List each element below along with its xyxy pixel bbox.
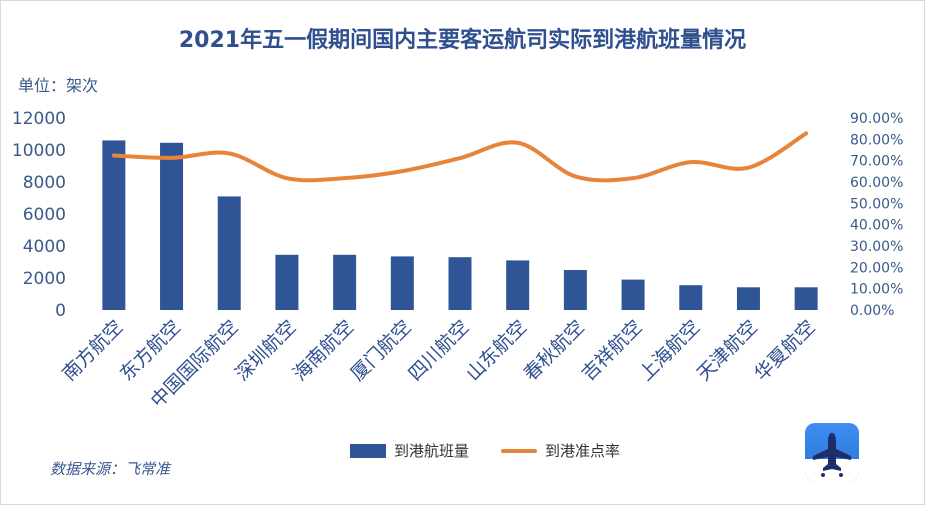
legend-line-label: 到港准点率 bbox=[545, 442, 621, 460]
x-tick-label: 厦门航空 bbox=[347, 316, 416, 385]
bar bbox=[794, 287, 818, 310]
right-tick-label: 10.00% bbox=[850, 282, 903, 298]
unit-label: 单位：架次 bbox=[18, 76, 99, 95]
line-series bbox=[111, 131, 809, 183]
right-tick-label: 30.00% bbox=[850, 239, 903, 255]
legend-item-bar: 到港航班量 bbox=[350, 440, 469, 461]
left-axis: 0 2000 4000 6000 8000 10000 12000 bbox=[12, 109, 66, 321]
left-tick-label: 8000 bbox=[23, 173, 66, 193]
right-tick-label: 60.00% bbox=[850, 175, 903, 191]
right-tick-label: 0.00% bbox=[850, 303, 894, 319]
chart-title: 2021年五一假期间国内主要客运航司实际到港航班量情况 bbox=[178, 28, 747, 53]
bar bbox=[506, 260, 530, 310]
bar bbox=[333, 254, 357, 310]
right-tick-label: 70.00% bbox=[850, 154, 903, 170]
right-tick-label: 90.00% bbox=[850, 111, 903, 127]
x-tick-label: 华夏航空 bbox=[750, 316, 819, 385]
left-tick-label: 12000 bbox=[12, 109, 66, 129]
bar bbox=[679, 285, 703, 310]
line-path bbox=[111, 131, 809, 183]
left-tick-label: 2000 bbox=[23, 269, 66, 289]
x-axis-labels: 南方航空东方航空中国国际航空深圳航空海南航空厦门航空四川航空山东航空春秋航空吉祥… bbox=[58, 316, 820, 412]
right-tick-label: 80.00% bbox=[850, 132, 903, 148]
airplane-app-icon bbox=[805, 423, 859, 481]
x-tick-label: 天津航空 bbox=[693, 316, 762, 385]
airplane-icon bbox=[805, 433, 859, 481]
x-tick-label: 四川航空 bbox=[404, 316, 473, 385]
bar bbox=[217, 196, 241, 310]
x-tick-label: 吉祥航空 bbox=[577, 316, 646, 385]
bar bbox=[563, 270, 587, 310]
bar bbox=[275, 254, 299, 310]
legend: 到港航班量 到港准点率 bbox=[350, 440, 620, 461]
bar bbox=[621, 279, 645, 310]
bar bbox=[448, 257, 472, 310]
right-tick-label: 20.00% bbox=[850, 260, 903, 276]
x-tick-label: 深圳航空 bbox=[231, 316, 300, 385]
left-tick-label: 6000 bbox=[23, 205, 66, 225]
legend-item-line: 到港准点率 bbox=[501, 440, 620, 461]
bar bbox=[102, 140, 126, 310]
x-tick-label: 山东航空 bbox=[462, 316, 531, 385]
source-label: 数据来源：飞常准 bbox=[50, 460, 171, 478]
x-tick-label: 春秋航空 bbox=[520, 316, 589, 385]
bar bbox=[160, 142, 184, 310]
legend-bar-label: 到港航班量 bbox=[394, 442, 470, 460]
left-tick-label: 0 bbox=[55, 301, 66, 321]
x-tick-label: 海南航空 bbox=[289, 316, 358, 385]
left-tick-label: 10000 bbox=[12, 141, 66, 161]
right-tick-label: 50.00% bbox=[850, 196, 903, 212]
bar bbox=[736, 287, 760, 310]
x-tick-label: 上海航空 bbox=[635, 316, 704, 385]
legend-line-swatch bbox=[501, 448, 538, 453]
bar bbox=[390, 256, 414, 310]
right-axis: 0.00% 10.00% 20.00% 30.00% 40.00% 50.00% 60.00… bbox=[850, 111, 903, 319]
right-tick-label: 40.00% bbox=[850, 218, 903, 234]
left-tick-label: 4000 bbox=[23, 237, 66, 257]
bar-series bbox=[102, 140, 818, 310]
x-tick-label: 南方航空 bbox=[58, 316, 127, 385]
legend-bar-swatch bbox=[350, 443, 386, 458]
